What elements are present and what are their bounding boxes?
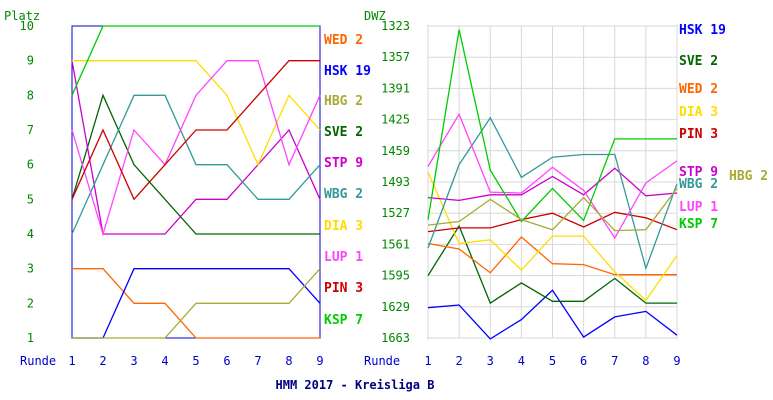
x-tick-label: 9 — [316, 354, 323, 368]
y-tick-label: 1391 — [381, 81, 410, 95]
x-tick-label: 8 — [285, 354, 292, 368]
series-label-hsk-19: HSK 19 — [324, 64, 371, 79]
series-line-hbg-2 — [72, 268, 321, 339]
series-label-dia-3: DIA 3 — [679, 105, 718, 120]
series-label-wed-2: WED 2 — [679, 82, 718, 97]
series-label-pin-3: PIN 3 — [324, 281, 363, 296]
y-tick-label: 1595 — [381, 269, 410, 283]
x-tick-label: 3 — [487, 354, 494, 368]
series-line-lup-1 — [427, 112, 678, 240]
y-tick-label: 5 — [27, 192, 34, 206]
x-tick-label: 5 — [549, 354, 556, 368]
series-label-dia-3: DIA 3 — [324, 219, 363, 234]
series-line-stp-9 — [427, 167, 678, 202]
x-tick-label: 7 — [611, 354, 618, 368]
series-line-dia-3 — [72, 60, 321, 167]
x-tick-label: 4 — [161, 354, 168, 368]
series-label-lup-1: LUP 1 — [679, 200, 718, 215]
x-tick-label: 7 — [254, 354, 261, 368]
series-line-stp-9 — [71, 60, 321, 235]
series-line-dia-3 — [427, 171, 678, 302]
x-axis-label: Runde — [20, 354, 56, 368]
series-label-ksp-7: KSP 7 — [679, 217, 718, 232]
series-label-hsk-19: HSK 19 — [679, 23, 726, 38]
series-label-stp-9: STP 9 — [324, 156, 363, 171]
x-tick-label: 9 — [673, 354, 680, 368]
y-tick-label: 1323 — [381, 19, 410, 33]
series-line-wbg-2 — [71, 94, 321, 235]
series-line-wed-2 — [427, 236, 677, 276]
series-line-hbg-2 — [427, 188, 678, 232]
y-tick-label: 9 — [27, 54, 34, 68]
y-tick-label: 1425 — [381, 113, 410, 127]
x-tick-label: 6 — [223, 354, 230, 368]
series-line-ksp-7 — [427, 29, 677, 223]
series-line-pin-3 — [427, 211, 678, 233]
series-label-lup-1: LUP 1 — [324, 250, 363, 265]
series-line-sve-2 — [71, 93, 320, 235]
series-label-hbg-2: HBG 2 — [729, 169, 768, 184]
x-axis-label: Runde — [364, 354, 400, 368]
series-line-ksp-7 — [71, 25, 320, 96]
y-tick-label: 1493 — [381, 175, 410, 189]
y-tick-label: 6 — [27, 158, 34, 172]
y-tick-label: 8 — [27, 88, 34, 102]
series-line-wed-2 — [72, 268, 320, 339]
series-label-wbg-2: WBG 2 — [324, 187, 363, 202]
y-tick-label: 1629 — [381, 300, 410, 314]
x-tick-label: 2 — [456, 354, 463, 368]
series-line-sve-2 — [427, 224, 677, 305]
x-tick-label: 1 — [424, 354, 431, 368]
series-line-hsk-19 — [427, 289, 678, 340]
series-line-hsk-19 — [72, 268, 321, 339]
y-tick-label: 3 — [27, 262, 34, 276]
y-tick-label: 1 — [27, 331, 34, 345]
series-label-pin-3: PIN 3 — [679, 127, 718, 142]
x-tick-label: 6 — [580, 354, 587, 368]
series-label-ksp-7: KSP 7 — [324, 313, 363, 328]
y-tick-label: 2 — [27, 296, 34, 310]
y-tick-label: 1527 — [381, 206, 410, 220]
y-axis-label: DWZ — [364, 9, 386, 23]
series-label-stp-9: STP 9 — [679, 165, 718, 180]
series-line-lup-1 — [71, 60, 321, 237]
y-tick-label: 1459 — [381, 144, 410, 158]
series-label-hbg-2: HBG 2 — [324, 94, 363, 109]
x-tick-label: 3 — [130, 354, 137, 368]
chart-footer-title: HMM 2017 - Kreisliga B — [276, 378, 435, 392]
y-tick-label: 7 — [27, 123, 34, 137]
x-tick-label: 5 — [192, 354, 199, 368]
y-tick-label: 4 — [27, 227, 34, 241]
x-tick-label: 1 — [68, 354, 75, 368]
series-label-wed-2: WED 2 — [324, 33, 363, 48]
series-line-pin-3 — [71, 60, 320, 201]
x-tick-label: 8 — [642, 354, 649, 368]
series-label-sve-2: SVE 2 — [679, 54, 718, 69]
plot-frame — [71, 25, 321, 339]
y-tick-label: 1357 — [381, 50, 410, 64]
y-axis-label: Platz — [4, 9, 40, 23]
y-tick-label: 1663 — [381, 331, 410, 345]
x-tick-label: 2 — [99, 354, 106, 368]
series-label-wbg-2: WBG 2 — [679, 177, 718, 192]
y-tick-label: 1561 — [381, 237, 410, 251]
right-dwz-chart: 1663162915951561152714931459142513911357… — [364, 9, 768, 368]
y-tick-label: 10 — [20, 19, 34, 33]
x-tick-label: 4 — [518, 354, 525, 368]
series-label-sve-2: SVE 2 — [324, 125, 363, 140]
